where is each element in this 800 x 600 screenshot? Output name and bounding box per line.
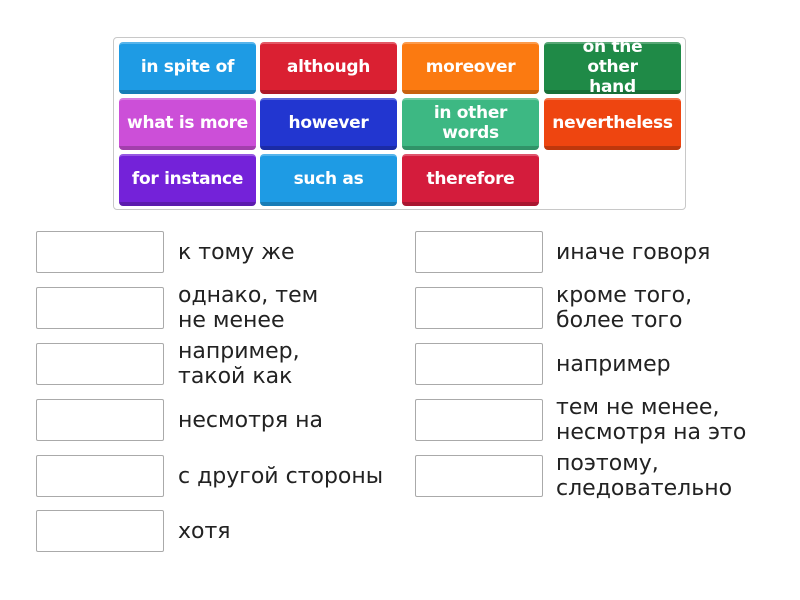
answer-drop-box[interactable] [415,455,543,497]
answer-drop-box[interactable] [415,343,543,385]
word-tile[interactable]: however [260,98,397,150]
definition-label: иначе говоря [556,239,711,265]
definition-label: к тому же [178,239,295,265]
word-tile[interactable]: what is more [119,98,256,150]
word-tile[interactable]: nevertheless [544,98,681,150]
definition-label: поэтому, следовательно [556,451,733,501]
definition-label: кроме того, более того [556,283,693,333]
word-tile[interactable]: therefore [402,154,539,206]
word-tile[interactable]: in other words [402,98,539,150]
definition-label: например, такой как [178,339,300,389]
definition-label: однако, тем не менее [178,283,319,333]
word-tile[interactable]: such as [260,154,397,206]
answer-drop-box[interactable] [415,399,543,441]
word-tile[interactable]: in spite of [119,42,256,94]
definition-label: хотя [178,518,231,544]
word-tile[interactable]: moreover [402,42,539,94]
definition-label: с другой стороны [178,463,384,489]
word-bank [113,37,686,210]
answer-drop-box[interactable] [36,287,164,329]
word-tile[interactable]: on the other hand [544,37,681,97]
word-tile[interactable]: although [260,42,397,94]
answer-drop-box[interactable] [36,231,164,273]
answer-drop-box[interactable] [415,231,543,273]
answer-drop-box[interactable] [36,455,164,497]
answer-drop-box[interactable] [36,399,164,441]
answer-drop-box[interactable] [36,343,164,385]
word-tile[interactable]: for instance [119,154,256,206]
definition-label: несмотря на [178,407,323,433]
answer-drop-box[interactable] [36,510,164,552]
answer-drop-box[interactable] [415,287,543,329]
definition-label: тем не менее, несмотря на это [556,395,747,445]
definition-label: например [556,351,671,377]
